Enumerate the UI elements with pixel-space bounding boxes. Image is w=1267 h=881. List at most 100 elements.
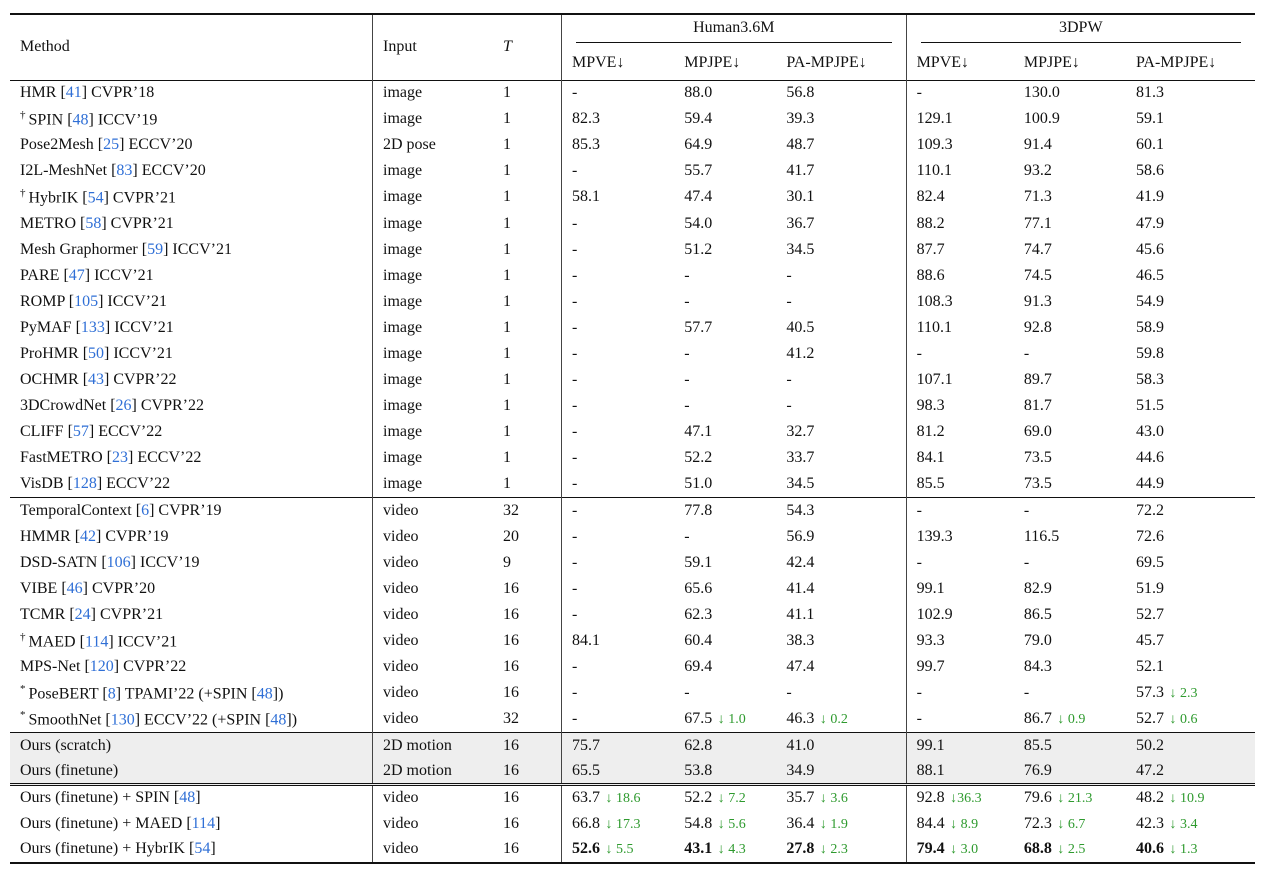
value-cell: 91.3 <box>1014 289 1126 315</box>
citation-link[interactable]: 114 <box>191 814 216 832</box>
table-row: VisDB [128] ECCV’22 image 1 - 51.0 34.5 85.5 73… <box>10 471 1255 498</box>
metric-value: - <box>916 501 922 519</box>
citation-link[interactable]: 58 <box>85 214 102 232</box>
citation-link[interactable]: 41 <box>65 84 82 102</box>
value-cell: 41.9 <box>1126 184 1255 210</box>
citation-link[interactable]: 48 <box>179 789 196 807</box>
metric-value: 44.6 <box>1135 449 1164 467</box>
value-cell: 72.3 ↓ 6.7 <box>1014 811 1126 837</box>
citation-link[interactable]: 47 <box>68 266 85 284</box>
method-name: I2L-MeshNet <box>20 162 112 180</box>
improvement-delta: ↓ 0.9 <box>1053 712 1086 728</box>
method-venue: TPAMI’22 (+SPIN <box>121 685 248 703</box>
metric-value: 72.6 <box>1135 527 1164 545</box>
value-cell: 84.4 ↓ 8.9 <box>905 810 1014 837</box>
metric-value: 33.7 <box>786 449 815 467</box>
metric-value: 42.3 <box>1135 814 1164 832</box>
input-cell: 2D motion <box>372 731 493 759</box>
value-cell: 71.3 <box>1014 184 1126 210</box>
value-cell: - <box>1013 496 1126 524</box>
citation-link[interactable]: 46 <box>66 579 83 597</box>
citation-link[interactable]: 54 <box>194 840 211 858</box>
value-cell: 27.8 ↓ 2.3 <box>776 836 907 864</box>
metric-value: - <box>572 423 578 441</box>
citation-link[interactable]: 42 <box>80 527 97 545</box>
metric-value: - <box>1023 501 1030 519</box>
citation-link[interactable]: 130 <box>110 711 135 729</box>
citation-link[interactable]: 43 <box>88 371 105 389</box>
citation-link[interactable]: 48 <box>256 685 273 703</box>
metric-value: - <box>684 344 690 362</box>
citation-link[interactable]: 6 <box>141 501 150 519</box>
metric-value: 88.0 <box>684 84 713 102</box>
input-cell: image <box>372 79 493 107</box>
input-cell: image <box>372 471 493 498</box>
improvement-delta: ↓ 5.6 <box>714 816 746 832</box>
citation-link[interactable]: 128 <box>72 475 97 493</box>
table-row: 3DCrowdNet [26] CVPR’22 image 1 - - - 98.3 81.7… <box>10 393 1255 420</box>
table-row: * PoseBERT [8] TPAMI’22 (+SPIN [48]) video… <box>10 680 1255 707</box>
value-cell: 76.9 <box>1013 758 1126 785</box>
input-cell: video <box>372 706 493 733</box>
t-cell: 1 <box>503 240 511 258</box>
citation-link[interactable]: 26 <box>115 397 132 415</box>
metric-value: 74.5 <box>1023 266 1052 284</box>
value-cell: 109.3 <box>905 132 1014 159</box>
method-name: PARE <box>20 266 64 284</box>
citation-link[interactable]: 114 <box>84 633 109 651</box>
value-cell: 51.9 <box>1126 576 1255 602</box>
value-cell: 67.5 ↓ 1.0 <box>674 706 776 732</box>
citation-link[interactable]: 24 <box>74 605 91 623</box>
metric-value: 67.5 <box>684 710 713 728</box>
input-cell: image <box>372 184 493 211</box>
t-cell: 1 <box>503 162 511 180</box>
input-cell: image <box>372 367 493 394</box>
citation-link[interactable]: 83 <box>116 162 133 180</box>
method-venue: CVPR’21 <box>96 605 164 623</box>
t-cell: 1 <box>503 292 511 310</box>
method-cell: FastMETRO [23] ECCV’22 <box>20 449 202 467</box>
t-cell: 1 <box>503 344 511 362</box>
metric-value: 54.3 <box>786 501 815 519</box>
citation-link[interactable]: 54 <box>87 189 104 207</box>
value-cell: - <box>674 289 776 315</box>
citation-link[interactable]: 25 <box>103 136 120 154</box>
citation-link[interactable]: 50 <box>88 344 105 362</box>
citation-link[interactable]: 120 <box>89 658 114 676</box>
value-cell: 88.6 <box>905 262 1014 289</box>
metric-value: - <box>786 371 792 389</box>
value-cell: 74.7 <box>1014 237 1126 263</box>
citation-link[interactable]: 57 <box>72 423 89 441</box>
input-cell: video <box>372 523 493 550</box>
citation-link[interactable]: 48 <box>270 711 287 729</box>
value-cell: 69.5 <box>1126 550 1255 576</box>
metric-value: 41.0 <box>786 736 815 754</box>
t-cell: 20 <box>503 527 519 545</box>
metric-value: 51.0 <box>684 475 713 493</box>
citation-link[interactable]: 8 <box>107 685 116 703</box>
value-cell: 77.1 <box>1014 210 1126 236</box>
metric-value: - <box>572 710 578 728</box>
value-cell: - <box>561 654 675 681</box>
value-cell: 98.3 <box>905 393 1014 420</box>
value-cell: - <box>905 79 1014 107</box>
citation-link[interactable]: 105 <box>74 292 99 310</box>
metric-value: 62.8 <box>684 736 713 754</box>
value-cell: - <box>561 419 675 446</box>
citation-link[interactable]: 133 <box>80 318 105 336</box>
input-cell: image <box>372 262 493 289</box>
citation-link[interactable]: 23 <box>112 449 128 467</box>
metric-value: 85.5 <box>916 475 945 493</box>
value-cell: 52.2 <box>674 445 776 471</box>
citation-link[interactable]: 106 <box>106 553 131 571</box>
table-row: ROMP [105] ICCV’21 image 1 - - - 108.3 91.3 54.9 <box>10 288 1255 315</box>
citation-link[interactable]: 59 <box>147 240 164 258</box>
metric-value: 51.2 <box>684 240 713 258</box>
metric-value: 56.9 <box>786 527 815 545</box>
metric-value: - <box>786 292 792 310</box>
input-cell: video <box>372 810 493 837</box>
metric-value: 72.3 <box>1023 814 1052 832</box>
t-cell: 1 <box>503 449 511 467</box>
method-cell: Ours (finetune) + HybrIK [54] <box>10 836 373 864</box>
citation-link[interactable]: 48 <box>72 111 89 129</box>
